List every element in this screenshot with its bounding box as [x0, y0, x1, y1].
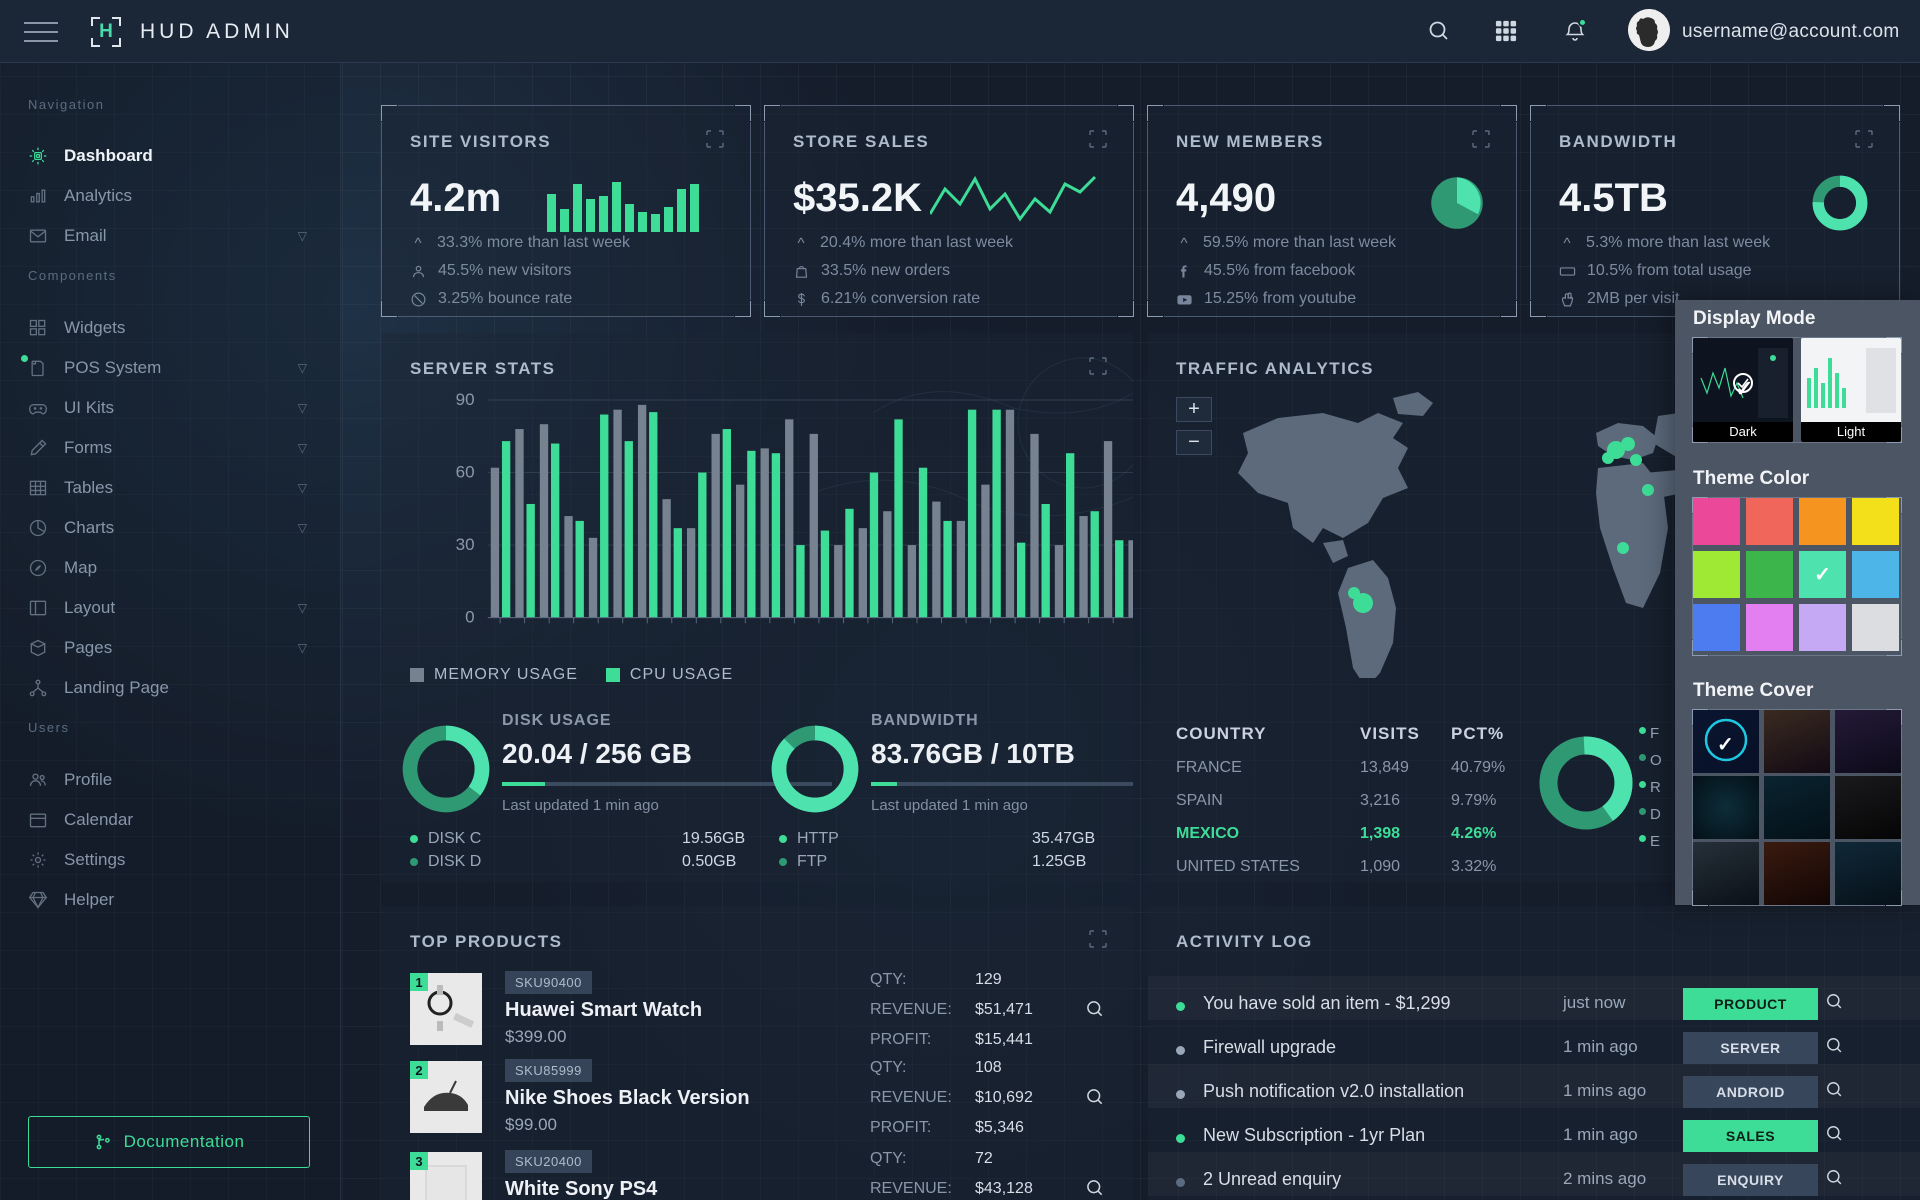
svg-text:60: 60 [456, 462, 475, 481]
svg-text:Light: Light [1837, 424, 1866, 439]
svg-text:30: 30 [456, 535, 475, 554]
svg-text:90: 90 [456, 393, 475, 409]
svg-text:Dark: Dark [1729, 424, 1757, 439]
svg-text:0: 0 [465, 607, 474, 626]
